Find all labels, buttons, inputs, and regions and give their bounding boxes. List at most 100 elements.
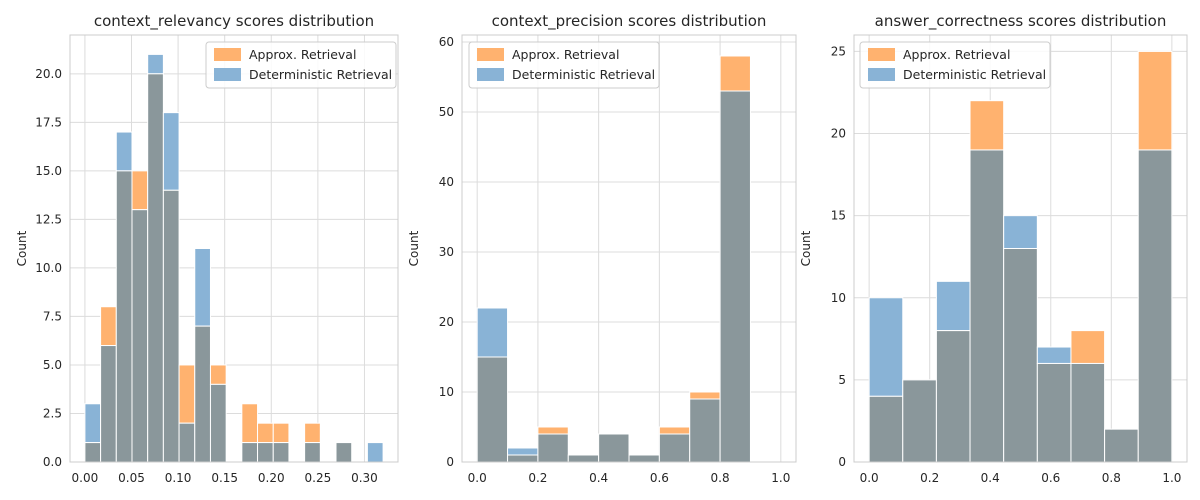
legend-box <box>468 41 660 89</box>
y-axis-label: Count <box>15 230 29 266</box>
chart-panel-context-precision: 0 10 20 30 40 50 60 0.0 0.2 0.4 0.6 0.8 1.0 context_p… <box>407 12 797 485</box>
x-tick-label: 0.6 <box>650 471 669 485</box>
bar-overlap <box>868 395 904 463</box>
bar-deterministic <box>507 447 539 456</box>
bar-approx <box>1137 50 1173 151</box>
legend-swatch <box>868 48 895 61</box>
legend-swatch <box>477 48 504 61</box>
bar-overlap <box>272 442 290 463</box>
legend-swatch <box>477 68 504 81</box>
bar-deterministic <box>147 53 164 75</box>
bar-approx <box>537 426 569 435</box>
legend-swatch <box>214 68 241 81</box>
y-tick-label: 10.0 <box>35 261 62 275</box>
x-tick-label: 0.4 <box>981 471 1000 485</box>
bar-deterministic <box>84 403 102 444</box>
y-tick-label: 20.0 <box>35 67 62 81</box>
bar-deterministic <box>194 248 211 327</box>
bar-approx <box>100 306 117 347</box>
bar-overlap <box>1070 362 1106 463</box>
bar-overlap <box>935 330 971 463</box>
x-tick-label: 0.8 <box>1102 471 1121 485</box>
bar-overlap <box>537 433 569 463</box>
legend: Approx. Retrieval Deterministic Retrieval <box>205 41 397 89</box>
legend-swatch <box>868 68 895 81</box>
y-tick-label: 15 <box>831 209 846 223</box>
y-tick-label: 40 <box>439 175 454 189</box>
y-tick-label: 30 <box>439 245 454 259</box>
y-tick-label: 25 <box>831 44 846 58</box>
legend-label: Approx. Retrieval <box>249 47 356 62</box>
chart-panel-answer-correctness: 0 5 10 15 20 25 0.0 0.2 0.4 0.6 0.8 1.0 answer_corre… <box>799 12 1188 485</box>
bar-overlap <box>147 73 164 463</box>
y-tick-label: 17.5 <box>35 115 62 129</box>
bar-overlap <box>507 454 539 463</box>
bar-overlap <box>1137 149 1173 463</box>
bar-overlap <box>209 383 227 463</box>
bar-overlap <box>658 433 691 463</box>
bar-overlap <box>194 325 211 463</box>
bar-overlap <box>567 454 600 463</box>
bar-approx <box>178 364 196 424</box>
x-tick-label: 0.20 <box>258 471 285 485</box>
y-axis-label: Count <box>407 230 421 266</box>
bar-approx <box>1070 330 1106 364</box>
bar-approx <box>209 364 227 385</box>
bar-overlap <box>1104 428 1139 463</box>
y-tick-label: 10 <box>831 291 846 305</box>
chart-panel-context-relevancy: 0.0 2.5 5.0 7.5 10.0 12.5 15.0 17.5 20.0 0.00 0.05… <box>15 12 399 485</box>
x-tick-label: 0.2 <box>920 471 939 485</box>
bar-deterministic <box>1003 215 1038 249</box>
bar-overlap <box>598 433 630 463</box>
bar-overlap <box>162 189 180 463</box>
x-tick-label: 0.15 <box>211 471 238 485</box>
y-tick-label: 0 <box>446 455 454 469</box>
bar-overlap <box>178 422 196 463</box>
bar-overlap <box>1003 248 1038 463</box>
plot-frame <box>853 34 1188 463</box>
bar-overlap <box>628 454 660 463</box>
y-tick-label: 60 <box>439 35 454 49</box>
x-tick-label: 0.2 <box>528 471 547 485</box>
bar-deterministic <box>868 297 904 397</box>
legend-box <box>205 41 397 89</box>
bar-deterministic <box>935 280 971 332</box>
x-tick-label: 1.0 <box>771 471 790 485</box>
chart-title: answer_correctness scores distribution <box>875 12 1167 31</box>
plot-frame <box>69 34 399 463</box>
legend-label: Deterministic Retrieval <box>512 67 655 82</box>
legend: Approx. Retrieval Deterministic Retrieval <box>468 41 660 89</box>
x-tick-label: 0.05 <box>118 471 145 485</box>
bar-approx <box>719 55 751 92</box>
bar-overlap <box>241 442 259 463</box>
legend-box <box>859 41 1051 89</box>
legend: Approx. Retrieval Deterministic Retrieval <box>859 41 1051 89</box>
x-tick-label: 0.4 <box>589 471 608 485</box>
y-tick-label: 50 <box>439 105 454 119</box>
x-tick-label: 0.25 <box>305 471 332 485</box>
bar-overlap <box>257 442 274 463</box>
x-tick-label: 0.00 <box>72 471 99 485</box>
bar-overlap <box>115 170 133 463</box>
y-tick-label: 12.5 <box>35 212 62 226</box>
bar-overlap <box>719 90 751 463</box>
bar-overlap <box>304 442 321 463</box>
bar-deterministic <box>476 307 509 358</box>
legend-label: Deterministic Retrieval <box>249 67 392 82</box>
bar-overlap <box>131 209 149 463</box>
y-tick-label: 15.0 <box>35 164 62 178</box>
bar-deterministic <box>162 112 180 191</box>
bar-overlap <box>689 398 721 463</box>
bar-overlap <box>969 149 1005 463</box>
y-tick-label: 7.5 <box>43 309 62 323</box>
plot-frame <box>461 34 797 463</box>
bar-approx <box>241 403 259 444</box>
bar-overlap <box>902 379 937 463</box>
x-tick-label: 0.30 <box>351 471 378 485</box>
bar-overlap <box>1036 362 1072 463</box>
bar-approx <box>969 100 1005 151</box>
legend-label: Approx. Retrieval <box>903 47 1010 62</box>
x-tick-label: 1.0 <box>1162 471 1181 485</box>
bar-approx <box>272 422 290 444</box>
